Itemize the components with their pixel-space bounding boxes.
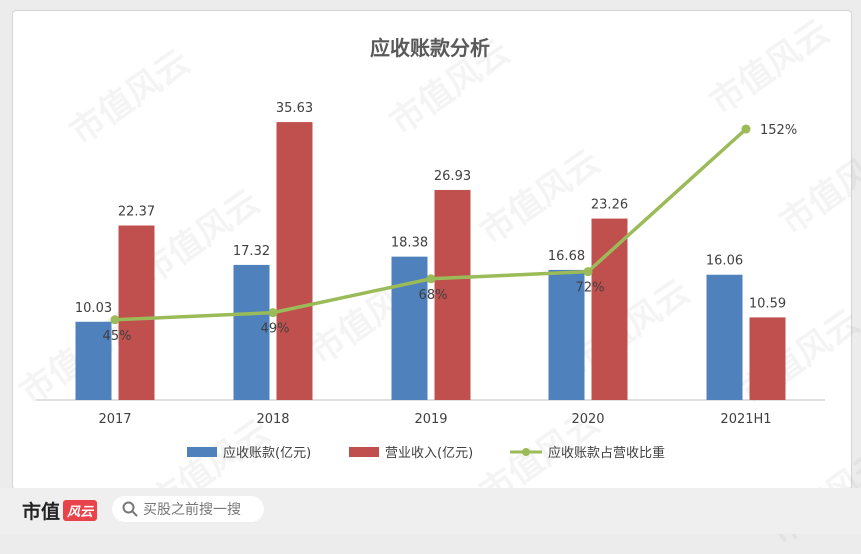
label-ratio-2019: 68%: [419, 288, 448, 303]
legend-label-1: 营业收入(亿元): [385, 446, 473, 461]
bar-revenue-2017: [118, 225, 155, 400]
label-ratio-2018: 49%: [261, 322, 290, 337]
legend-swatch-0: [187, 447, 217, 457]
label-receivables-2020: 16.68: [548, 249, 585, 264]
search-box[interactable]: 买股之前搜一搜: [112, 496, 264, 522]
label-receivables-2019: 18.38: [391, 236, 428, 251]
bar-receivables-2019: [391, 256, 428, 400]
label-ratio-2021H1: 152%: [760, 123, 797, 138]
point-ratio-2020: [583, 267, 593, 277]
chart-title: 应收账款分析: [370, 36, 490, 60]
legend-label-0: 应收账款(亿元): [223, 445, 311, 461]
bar-revenue-2020: [591, 218, 628, 400]
label-revenue-2018: 35.63: [276, 101, 313, 116]
footer-bar: 市值 风云 买股之前搜一搜: [0, 488, 861, 534]
label-revenue-2017: 22.37: [118, 205, 155, 220]
x-tick-2017: 2017: [98, 412, 131, 427]
line-layer: [110, 124, 751, 325]
chart: 应收账款分析 10.03 22.37 17.32 35.63 18.38 26.93 16.…: [36, 36, 825, 461]
point-ratio-2018: [268, 308, 278, 318]
labels-layer: 10.03 22.37 17.32 35.63 18.38 26.93 16.68 23.26…: [75, 101, 797, 344]
x-tick-2021H1: 2021H1: [720, 412, 771, 427]
point-ratio-2019: [426, 274, 436, 284]
label-revenue-2021H1: 10.59: [749, 296, 786, 311]
brand-badge: 风云: [63, 499, 98, 521]
bar-revenue-2018: [276, 122, 313, 400]
label-ratio-2017: 45%: [103, 329, 132, 344]
label-revenue-2019: 26.93: [434, 169, 471, 184]
label-receivables-2018: 17.32: [233, 244, 270, 259]
legend-swatch-1: [349, 447, 379, 457]
bars-layer: [75, 122, 786, 400]
x-tick-2018: 2018: [256, 412, 289, 427]
legend-label-2: 应收账款占营收比重: [548, 445, 665, 461]
point-ratio-2017: [110, 315, 120, 325]
legend-swatch-marker: [522, 448, 530, 456]
label-ratio-2020: 72%: [576, 281, 605, 296]
label-receivables-2021H1: 16.06: [706, 254, 743, 269]
bar-revenue-2019: [434, 189, 471, 400]
legend: 应收账款(亿元) 营业收入(亿元) 应收账款占营收比重: [187, 445, 665, 461]
bar-receivables-2017: [75, 321, 112, 400]
search-placeholder: 买股之前搜一搜: [143, 502, 241, 518]
bar-revenue-2021H1: [749, 317, 786, 400]
x-tick-2019: 2019: [414, 412, 447, 427]
label-receivables-2017: 10.03: [75, 301, 112, 316]
point-ratio-2021H1: [741, 124, 751, 134]
bar-receivables-2018: [233, 264, 270, 400]
search-icon: [122, 501, 138, 517]
brand-name: 市值: [22, 500, 61, 523]
x-tick-labels: 2017 2018 2019 2020 2021H1: [98, 412, 771, 427]
label-revenue-2020: 23.26: [591, 198, 628, 213]
bar-receivables-2020: [548, 269, 585, 400]
bar-receivables-2021H1: [706, 274, 743, 400]
x-tick-2020: 2020: [571, 412, 604, 427]
brand-logo[interactable]: 市值 风云: [22, 494, 98, 526]
